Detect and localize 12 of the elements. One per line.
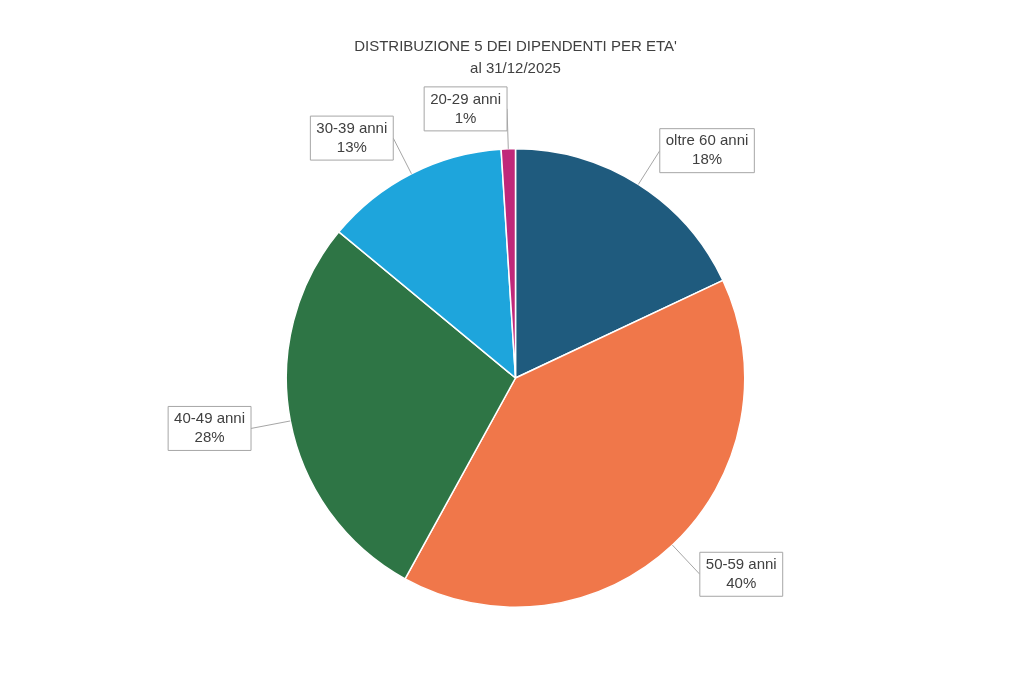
slice-label: 50-59 anni xyxy=(705,554,777,572)
slice-label: 40-49 anni xyxy=(174,409,246,427)
data-label: 28% xyxy=(194,428,225,446)
data-label: 1% xyxy=(454,108,477,126)
data-label: 40% xyxy=(726,573,757,591)
chart-title: DISTRIBUZIONE 5 DEI DIPENDENTI PER ETA' xyxy=(354,37,677,55)
chart-subtitle: al 31/12/2025 xyxy=(470,59,561,77)
data-label: 18% xyxy=(692,150,723,168)
slice-label: oltre 60 anni xyxy=(665,131,749,149)
slice-label: 20-29 anni xyxy=(430,89,502,107)
data-label: 13% xyxy=(336,137,367,155)
slice-label: 30-39 anni xyxy=(316,118,388,136)
